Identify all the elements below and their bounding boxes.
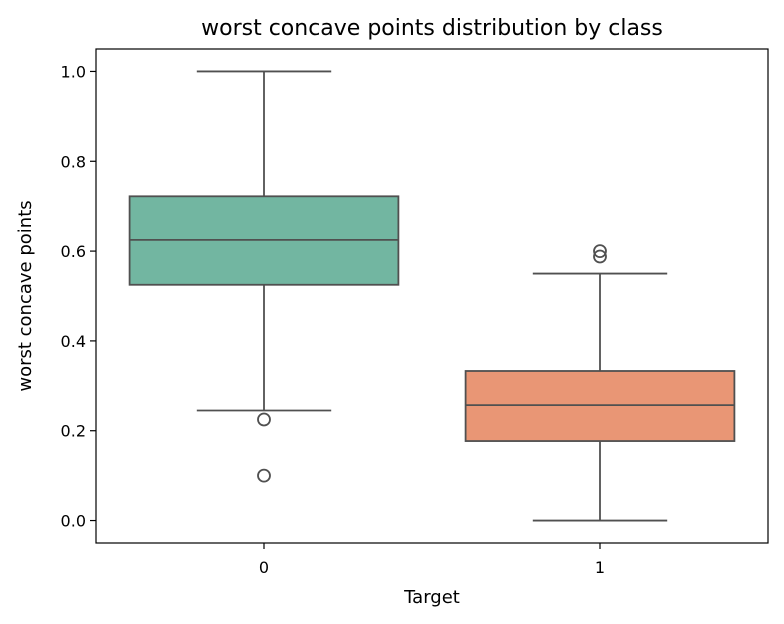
box-group-0 <box>128 70 400 483</box>
y-tick-label: 0.4 <box>61 332 86 351</box>
y-axis: 0.0 0.2 0.4 0.6 0.8 1.0 <box>61 62 96 531</box>
x-axis-label: Target <box>403 587 460 608</box>
y-axis-label: worst concave points <box>15 200 36 391</box>
outlier-point <box>257 468 271 483</box>
y-tick-label: 0.6 <box>61 242 86 261</box>
plot-frame <box>95 48 769 544</box>
outlier-point <box>593 244 607 258</box>
x-tick-label: 0 <box>259 558 269 577</box>
y-tick-label: 1.0 <box>61 62 86 81</box>
outlier-point <box>593 249 607 264</box>
y-tick-label: 0.2 <box>61 422 86 441</box>
plot-area <box>128 70 736 522</box>
x-tick-label: 1 <box>595 558 605 577</box>
chart-title: worst concave points distribution by cla… <box>201 16 663 41</box>
outlier-point <box>257 412 271 427</box>
y-tick-label: 0.0 <box>61 512 86 531</box>
y-tick-label: 0.8 <box>61 152 86 171</box>
box-group-1 <box>464 244 736 522</box>
